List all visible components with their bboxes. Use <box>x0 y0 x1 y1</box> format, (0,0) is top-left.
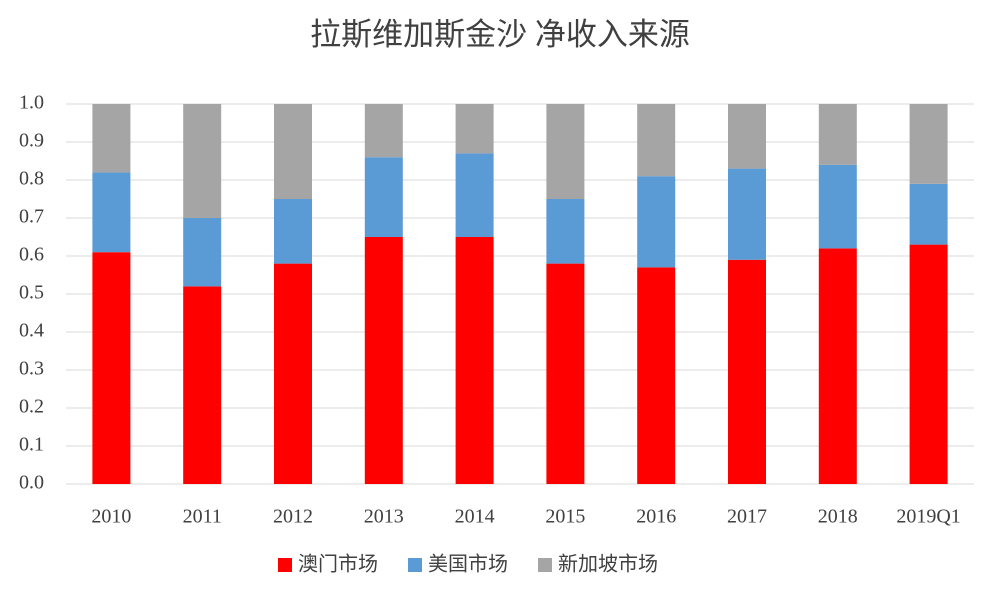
legend-swatch <box>538 558 552 572</box>
legend-label: 新加坡市场 <box>558 553 658 576</box>
bar-segment <box>274 104 312 199</box>
bar-segment <box>728 104 766 169</box>
bar-segment <box>637 267 676 484</box>
x-tick-label: 2011 <box>183 506 222 528</box>
chart-title: 拉斯维加斯金沙 净收入来源 <box>310 17 690 52</box>
bar-segment <box>546 263 585 484</box>
bar-segment <box>455 237 494 484</box>
bar-segment <box>909 183 948 245</box>
bar-segment <box>364 157 403 237</box>
bar-segment <box>274 263 312 484</box>
y-tick-label: 0.3 <box>19 358 44 380</box>
y-tick-label: 0.0 <box>19 472 44 494</box>
bar-segment <box>546 104 585 199</box>
y-tick-label: 0.7 <box>19 206 44 228</box>
y-tick-label: 0.5 <box>19 282 44 304</box>
bar-segment <box>183 218 222 287</box>
bar-segment <box>818 104 857 165</box>
bar-segment <box>818 164 857 249</box>
x-tick-label: 2012 <box>273 506 313 528</box>
x-tick-label: 2014 <box>455 506 495 528</box>
y-tick-label: 0.4 <box>19 320 44 342</box>
bar-segment <box>909 104 948 184</box>
legend-swatch <box>408 558 422 572</box>
bar-segment <box>728 259 766 484</box>
bar-segment <box>637 104 676 177</box>
bar-segment <box>455 153 494 237</box>
legend-label: 美国市场 <box>428 553 508 576</box>
bar-segment <box>92 252 131 484</box>
bar-segment <box>455 104 494 154</box>
bar-segment <box>909 244 948 484</box>
bar-segment <box>183 286 222 484</box>
y-tick-label: 0.1 <box>19 434 44 456</box>
bar-segment <box>818 248 857 484</box>
bar-segment <box>364 237 403 484</box>
bar-segment <box>92 172 131 253</box>
bar-segment <box>364 104 403 158</box>
y-tick-label: 0.9 <box>19 130 44 152</box>
legend-swatch <box>278 558 292 572</box>
x-tick-label: 2019Q1 <box>896 506 960 528</box>
x-tick-label: 2010 <box>91 506 131 528</box>
x-tick-label: 2017 <box>727 506 767 528</box>
bar-segment <box>546 199 585 264</box>
x-tick-label: 2015 <box>545 506 585 528</box>
y-tick-label: 0.2 <box>19 396 44 418</box>
x-tick-label: 2018 <box>818 506 858 528</box>
x-tick-label: 2016 <box>636 506 676 528</box>
bar-segment <box>274 199 312 264</box>
bar-segment <box>92 104 131 173</box>
y-tick-label: 0.6 <box>19 244 44 266</box>
y-tick-label: 0.8 <box>19 168 44 190</box>
bar-segment <box>637 176 676 268</box>
bar-segment <box>728 168 766 260</box>
x-tick-label: 2013 <box>364 506 404 528</box>
y-tick-label: 1.0 <box>19 92 44 114</box>
bar-segment <box>183 104 222 218</box>
legend-label: 澳门市场 <box>298 553 378 576</box>
